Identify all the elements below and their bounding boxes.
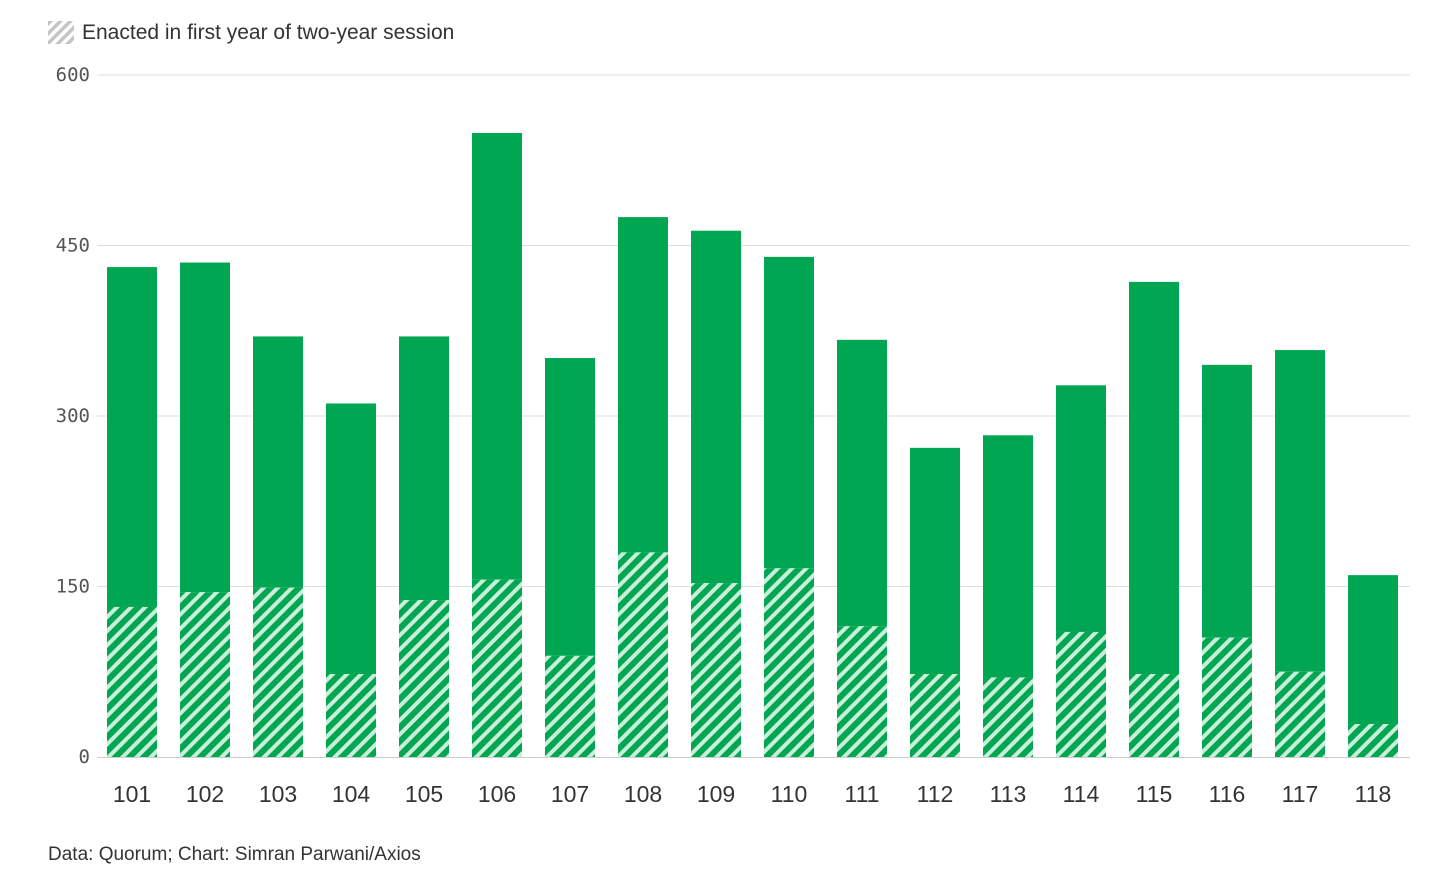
x-tick-label-114: 114	[1063, 781, 1100, 807]
bar-solid-116	[1202, 364, 1252, 638]
x-tick-label-113: 113	[990, 781, 1027, 807]
legend-label: Enacted in first year of two-year sessio…	[82, 21, 454, 44]
bar-hatched-113	[983, 677, 1033, 757]
bar-solid-108	[618, 217, 668, 553]
bar-solid-105	[399, 336, 449, 601]
bar-solid-106	[472, 132, 522, 580]
bars	[107, 132, 1398, 757]
x-tick-label-105: 105	[405, 781, 443, 807]
gridlines	[97, 74, 1410, 587]
bar-solid-117	[1275, 350, 1325, 672]
bar-hatched-101	[107, 606, 157, 757]
x-tick-label-108: 108	[624, 781, 662, 807]
y-axis-ticks: 0 150 300 450 600	[56, 64, 90, 768]
legend: Enacted in first year of two-year sessio…	[48, 21, 454, 44]
y-tick-label-450: 450	[56, 235, 90, 257]
bar-solid-107	[545, 358, 595, 656]
x-tick-label-110: 110	[771, 781, 808, 807]
bar-hatched-109	[691, 583, 741, 757]
x-tick-label-101: 101	[113, 781, 151, 807]
x-tick-label-107: 107	[551, 781, 589, 807]
bar-hatched-104	[326, 674, 376, 757]
bar-hatched-108	[618, 552, 668, 757]
bar-hatched-107	[545, 655, 595, 757]
y-tick-label-300: 300	[56, 405, 90, 427]
bar-solid-101	[107, 267, 157, 607]
x-axis-ticks: 101 102 103 104 105 106 107 108 109 110 111 112 113 1…	[113, 781, 1392, 807]
bar-hatched-110	[764, 568, 814, 757]
bar-hatched-103	[253, 587, 303, 757]
bar-hatched-112	[910, 674, 960, 757]
bar-hatched-114	[1056, 631, 1106, 757]
bar-hatched-102	[180, 592, 230, 757]
x-tick-label-111: 111	[845, 781, 880, 807]
bar-hatched-105	[399, 600, 449, 757]
bar-hatched-116	[1202, 637, 1252, 757]
source-note: Data: Quorum; Chart: Simran Parwani/Axio…	[48, 844, 421, 865]
y-tick-label-600: 600	[56, 64, 90, 86]
bar-solid-104	[326, 403, 376, 675]
bar-solid-112	[910, 447, 960, 675]
x-tick-label-118: 118	[1355, 781, 1392, 807]
bar-solid-118	[1348, 575, 1398, 725]
bar-hatched-118	[1348, 724, 1398, 757]
bar-solid-102	[180, 262, 230, 593]
x-tick-label-112: 112	[917, 781, 954, 807]
x-tick-label-116: 116	[1209, 781, 1246, 807]
bar-solid-115	[1129, 281, 1179, 675]
bar-hatched-106	[472, 579, 522, 757]
bar-solid-103	[253, 336, 303, 588]
x-tick-label-104: 104	[332, 781, 371, 807]
bar-solid-111	[837, 339, 887, 627]
bar-hatched-117	[1275, 671, 1325, 757]
bar-hatched-111	[837, 626, 887, 757]
x-tick-label-106: 106	[478, 781, 516, 807]
y-tick-label-150: 150	[56, 576, 90, 598]
bar-hatched-115	[1129, 674, 1179, 757]
bar-solid-109	[691, 230, 741, 584]
x-tick-label-115: 115	[1136, 781, 1173, 807]
bar-solid-113	[983, 435, 1033, 678]
y-tick-label-0: 0	[79, 746, 90, 768]
bar-solid-110	[764, 256, 814, 569]
x-tick-label-117: 117	[1282, 781, 1319, 807]
bar-solid-114	[1056, 385, 1106, 632]
x-tick-label-103: 103	[259, 781, 297, 807]
legend-swatch-hatched	[48, 21, 74, 44]
x-tick-label-109: 109	[697, 781, 735, 807]
x-tick-label-102: 102	[186, 781, 224, 807]
